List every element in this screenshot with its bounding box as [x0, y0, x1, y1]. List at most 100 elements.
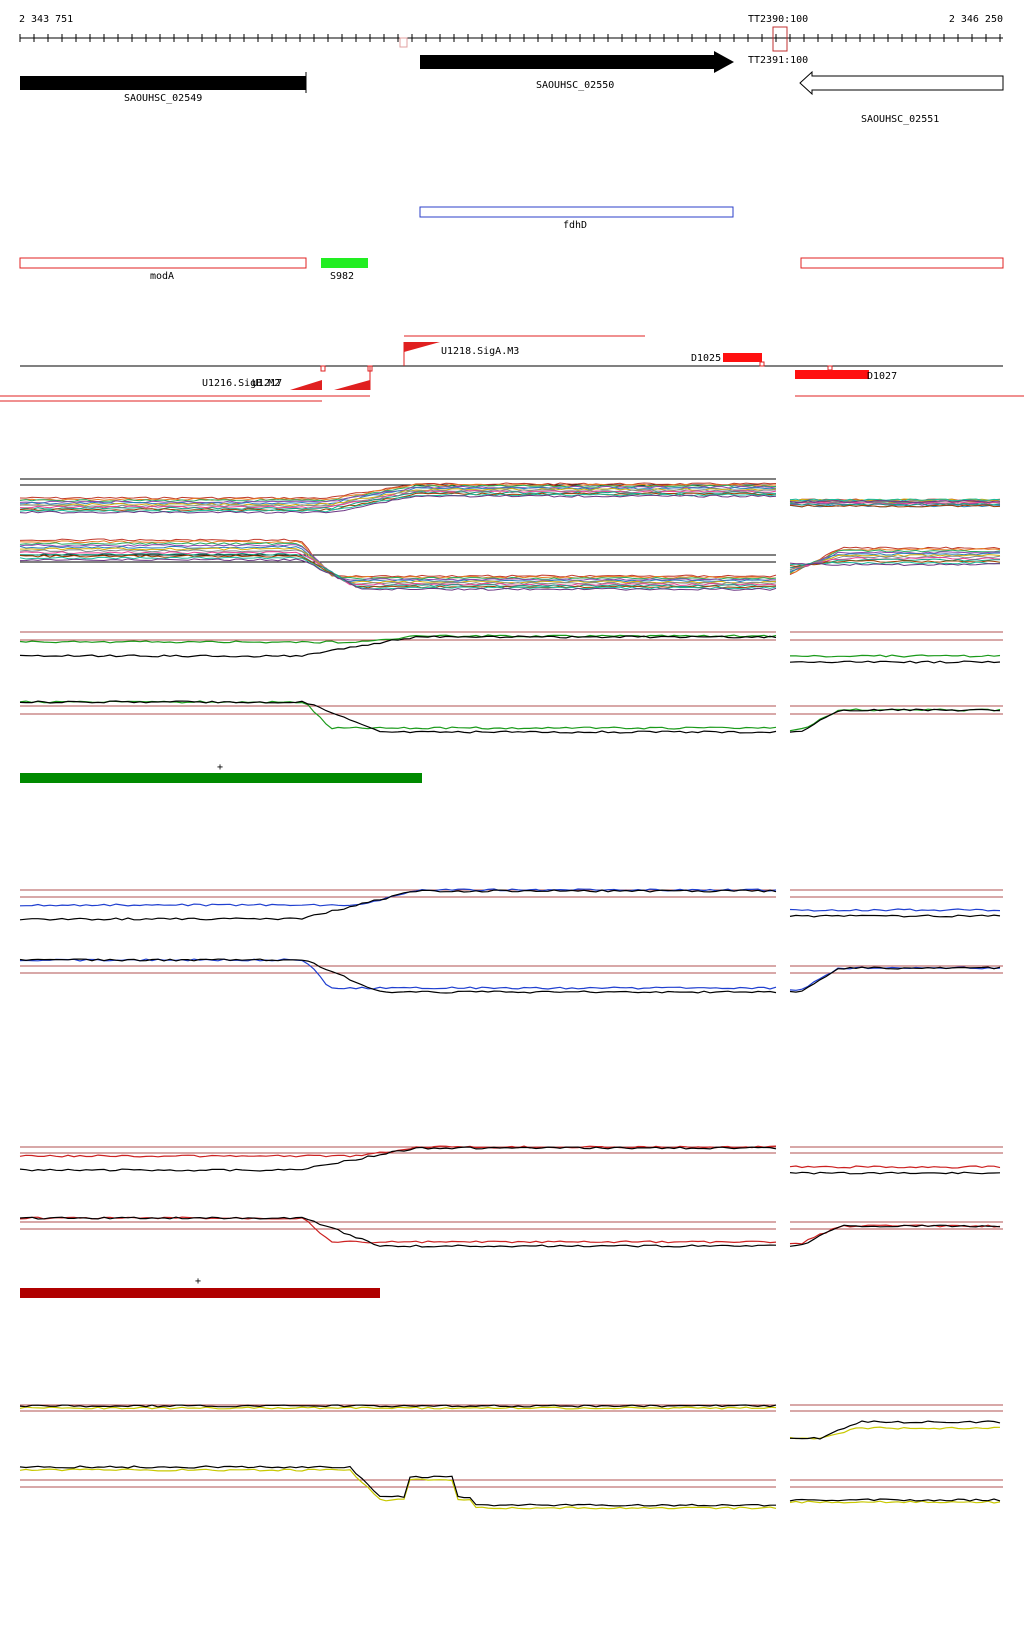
u1217-promoter[interactable]: [334, 380, 370, 390]
profile-reverse-condition: [19, 1216, 777, 1244]
profile-reverse-reference: [19, 1216, 777, 1248]
u1217-label: U1217: [252, 378, 282, 389]
segment-green[interactable]: [20, 773, 422, 783]
annotation-track: fdhD modA S982: [19, 206, 1004, 282]
profile-forward-condition: [19, 888, 777, 907]
profile-forward-reference: [789, 1420, 1001, 1440]
profile-reverse-condition: [789, 1500, 1001, 1504]
multi-sample-profile-forward: [19, 484, 777, 503]
multi-sample-profile-forward: [789, 499, 1000, 504]
d1027-block[interactable]: [795, 370, 869, 379]
profile-forward-reference: [789, 1171, 1001, 1175]
profile-forward-condition: [790, 654, 1001, 658]
multi-sample-profile-forward: [19, 493, 777, 513]
multi-sample-profile-forward: [789, 498, 1001, 502]
profile-reverse-condition: [19, 958, 777, 990]
multi-sample-profile-forward: [789, 501, 1001, 505]
segmentation-track-red: +: [20, 1276, 380, 1298]
d1025-marker: [759, 361, 765, 367]
multi-sample-profile-reverse: [789, 559, 1001, 567]
profile-forward-reference: [19, 1404, 777, 1408]
profile-forward-reference: [19, 635, 777, 658]
gene-saouhsc-02550[interactable]: [420, 51, 734, 73]
terminator-marker[interactable]: [772, 26, 788, 52]
multi-sample-profile-forward: [19, 489, 777, 508]
segment-green-plus: +: [217, 762, 223, 773]
profile-forward-condition: [19, 1145, 777, 1158]
multi-sample-profile-reverse: [19, 558, 777, 591]
expression-profiles: [19, 478, 1003, 1510]
profile-reverse-reference: [789, 708, 1001, 733]
profile-forward-condition: [19, 634, 777, 644]
profile-reverse-reference: [789, 1224, 1001, 1247]
profile-forward-reference: [789, 660, 1001, 664]
u1216-promoter[interactable]: [290, 380, 322, 390]
coordinate-ruler: 2 343 751 2 346 250 TT2390:100 TT2391:10…: [19, 14, 1003, 66]
multi-sample-profile-forward: [789, 503, 1001, 506]
profile-forward-condition: [789, 1426, 1001, 1440]
ruler-ticks: [19, 34, 1001, 42]
profile-forward-reference: [19, 889, 777, 921]
u1216-marker: [320, 365, 326, 372]
multi-sample-profile-reverse: [789, 551, 1001, 573]
multi-sample-profile-reverse: [19, 547, 777, 584]
profile-reverse-reference: [19, 700, 777, 734]
annotation-s982[interactable]: [321, 258, 368, 268]
annotation-fdhd[interactable]: [419, 206, 734, 218]
profile-reverse-reference: [789, 1498, 1001, 1502]
segment-red-plus: +: [195, 1276, 201, 1287]
multi-sample-profile-forward: [19, 494, 777, 514]
multi-sample-profile-forward: [19, 482, 777, 500]
gene-saouhsc-02550-label: SAOUHSC_02550: [536, 80, 614, 91]
d1027-label: D1027: [867, 371, 897, 382]
terminator-bottom-label: TT2391:100: [748, 55, 808, 66]
annotation-moda[interactable]: [19, 257, 307, 269]
multi-sample-profile-reverse: [19, 545, 777, 583]
profile-reverse-reference: [19, 1465, 776, 1507]
gene-saouhsc-02551[interactable]: [799, 70, 1004, 96]
ruler-gap-marker: [399, 37, 408, 48]
multi-sample-profile-reverse: [19, 552, 777, 588]
multi-sample-profile-reverse: [19, 554, 777, 589]
annotation-right-region[interactable]: [800, 257, 1004, 269]
profile-reverse-condition: [19, 700, 777, 730]
multi-sample-profile-reverse: [789, 558, 1001, 569]
annotation-moda-label: modA: [150, 271, 174, 282]
gene-track: SAOUHSC_02549 SAOUHSC_02550 SAOUHSC_0255…: [20, 51, 1004, 125]
u1218-label: U1218.SigA.M3: [441, 346, 519, 357]
segment-red[interactable]: [20, 1288, 380, 1298]
d1027-marker: [827, 365, 833, 371]
u1218-promoter[interactable]: [404, 342, 440, 352]
multi-sample-profile-reverse: [19, 551, 777, 586]
d1025-label: D1025: [691, 353, 721, 364]
multi-sample-profile-forward: [19, 486, 777, 505]
multi-sample-profile-reverse: [789, 561, 1001, 566]
multi-sample-profile-forward: [789, 504, 1001, 508]
profile-forward-condition: [789, 1165, 1001, 1169]
gene-saouhsc-02549[interactable]: [20, 76, 306, 90]
ruler-end-label: 2 346 250: [949, 14, 1003, 25]
ruler-start-label: 2 343 751: [19, 14, 73, 25]
u1216-label: U1216.SigB.M2: [202, 378, 280, 389]
profile-reverse-condition: [19, 1468, 777, 1510]
profile-forward-condition: [789, 908, 1001, 912]
profile-reverse-reference: [19, 958, 777, 994]
segmentation-track-green: +: [20, 762, 422, 783]
profile-forward-reference: [789, 914, 1001, 918]
multi-sample-profile-reverse: [19, 538, 777, 578]
multi-sample-profile-reverse: [789, 562, 1001, 567]
d1025-block[interactable]: [723, 353, 762, 362]
annotation-s982-label: S982: [330, 271, 354, 282]
profile-reverse-reference: [789, 966, 1001, 993]
annotation-fdhd-label: fdhD: [563, 220, 587, 231]
multi-sample-profile-reverse: [789, 546, 1001, 576]
transcript-track: U1218.SigA.M3 D1025 U1216.SigB.M2 U1217 …: [0, 335, 1024, 402]
multi-sample-profile-reverse: [789, 554, 1001, 571]
profile-forward-reference: [19, 1146, 777, 1172]
gene-saouhsc-02551-label: SAOUHSC_02551: [861, 114, 939, 125]
gene-saouhsc-02549-label: SAOUHSC_02549: [124, 93, 202, 104]
multi-sample-profile-reverse: [19, 549, 777, 585]
terminator-top-label: TT2390:100: [748, 14, 808, 25]
multi-sample-profile-reverse: [789, 552, 1000, 572]
